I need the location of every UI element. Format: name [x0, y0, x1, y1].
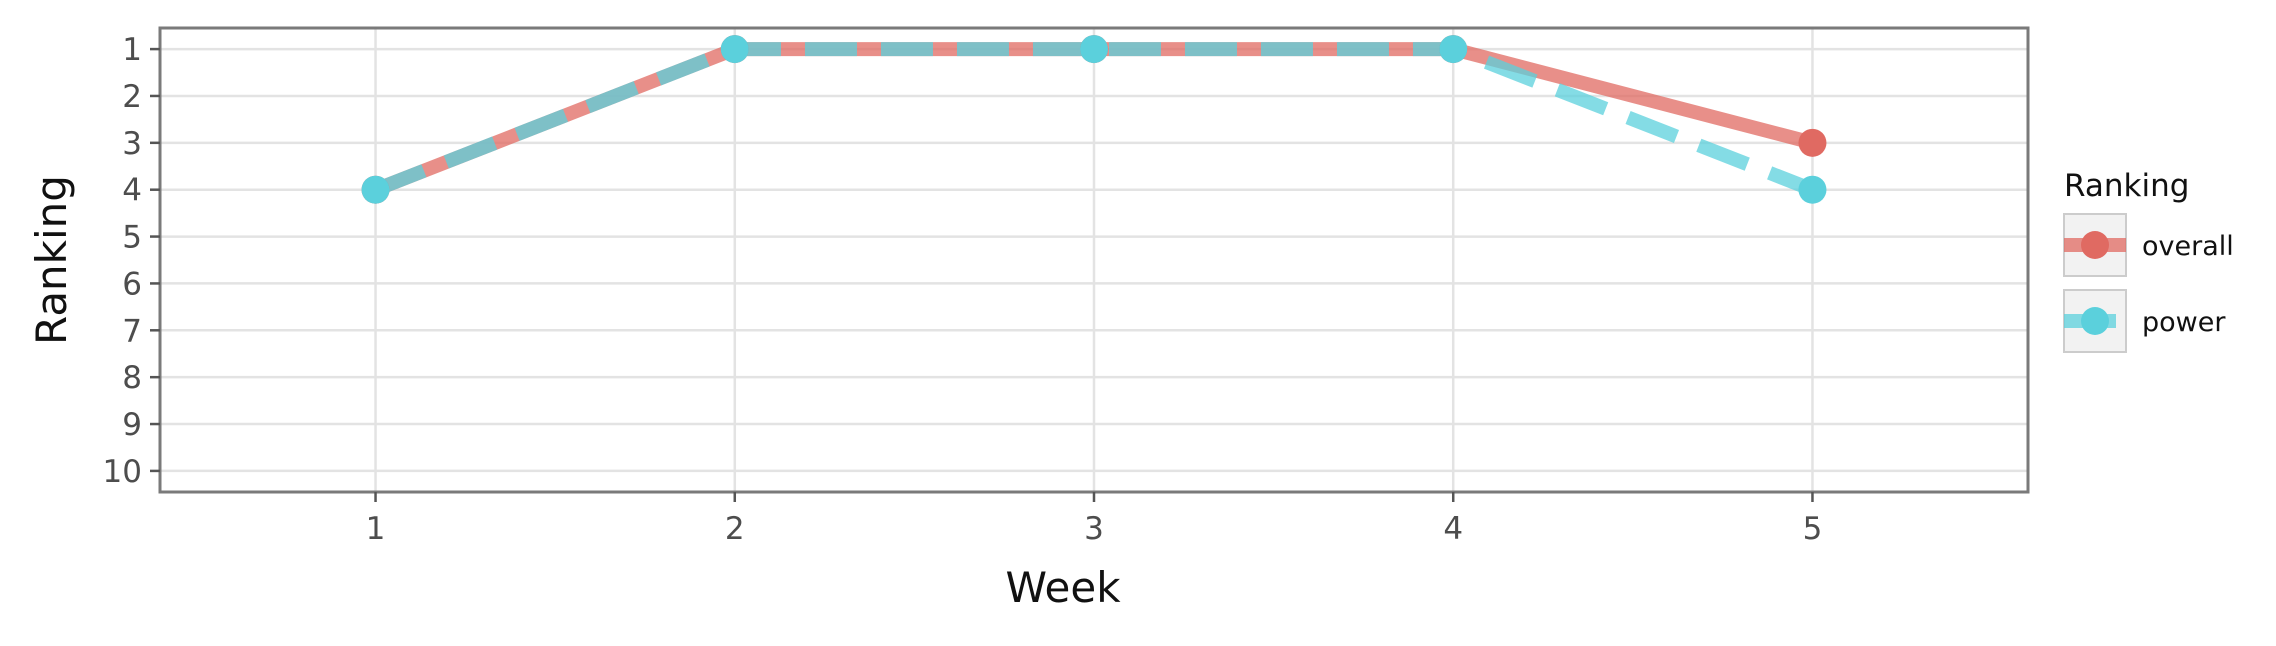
data-point-power	[1439, 35, 1468, 64]
grid	[160, 28, 2028, 492]
y-ticks: 1 2 3 4 5 6 7 8 9 10	[103, 32, 160, 490]
x-ticks: 1 2 3 4 5	[366, 492, 1823, 547]
y-tick-label: 10	[103, 454, 142, 490]
data-point-power	[361, 175, 390, 204]
y-tick-label: 1	[122, 32, 142, 68]
x-tick-label: 1	[366, 511, 386, 547]
series-points	[361, 35, 1827, 204]
data-point-power	[1798, 175, 1827, 204]
data-point-power	[720, 35, 749, 64]
series-line-power	[372, 42, 1816, 197]
data-point-power	[1080, 35, 1108, 64]
y-tick-label: 9	[122, 407, 142, 443]
y-axis-label: Ranking	[27, 175, 76, 345]
legend-marker-power	[2081, 307, 2109, 335]
y-tick-label: 3	[122, 126, 142, 162]
y-tick-label: 7	[122, 313, 142, 349]
x-axis-label: Week	[1005, 563, 1121, 612]
x-tick-label: 2	[725, 511, 745, 547]
legend-label: overall	[2142, 231, 2234, 262]
x-tick-label: 5	[1803, 511, 1823, 547]
x-tick-label: 3	[1084, 511, 1104, 547]
x-tick-label: 4	[1443, 511, 1463, 547]
legend-label: power	[2142, 307, 2226, 338]
legend-title: Ranking	[2064, 168, 2189, 204]
y-tick-label: 2	[122, 79, 142, 115]
data-point-overall	[1798, 128, 1827, 157]
y-tick-label: 8	[122, 360, 142, 396]
legend-marker-overall	[2081, 231, 2109, 259]
y-tick-label: 6	[122, 266, 142, 302]
legend: Ranking overall power	[2063, 168, 2234, 353]
y-tick-label: 5	[122, 220, 142, 256]
y-tick-label: 4	[122, 173, 142, 209]
